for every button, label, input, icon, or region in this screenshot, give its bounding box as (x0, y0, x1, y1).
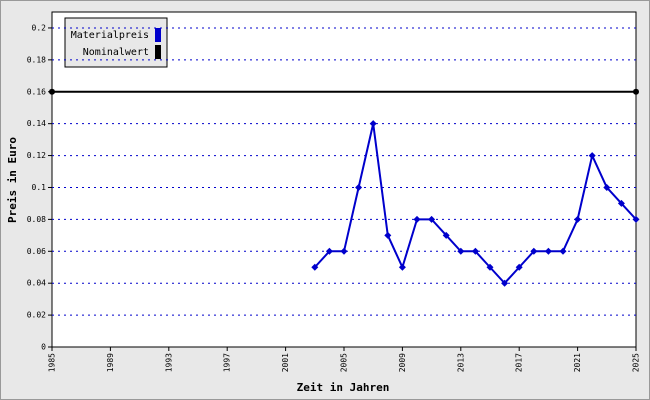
marker (617, 199, 625, 207)
y-tick-label: 0.14 (27, 119, 46, 128)
legend-swatch (155, 45, 161, 59)
x-tick-label: 2017 (515, 353, 524, 372)
legend-box (64, 17, 168, 68)
marker (49, 88, 55, 95)
y-tick-label: 0.08 (27, 215, 46, 224)
marker (501, 279, 509, 287)
marker (603, 183, 611, 191)
marker (574, 215, 582, 223)
marker (311, 263, 319, 271)
legend-label: Nominalwert (83, 47, 149, 58)
y-tick-label: 0.2 (32, 23, 47, 32)
y-axis-label: Preis in Euro (6, 137, 19, 223)
marker (442, 231, 450, 239)
x-axis-label: Zeit in Jahren (297, 381, 390, 394)
x-tick-label: 1989 (106, 353, 115, 372)
legend-label: Materialpreis (71, 30, 149, 41)
y-tick-label: 0.04 (27, 279, 46, 288)
marker (398, 263, 406, 271)
x-tick-label: 2009 (398, 353, 407, 372)
marker (530, 247, 538, 255)
x-tick-label: 2001 (281, 353, 290, 372)
marker (384, 231, 392, 239)
marker (588, 152, 596, 160)
legend-swatch (155, 28, 161, 42)
y-tick-label: 0.06 (27, 247, 46, 256)
marker (486, 263, 494, 271)
marker (559, 247, 567, 255)
x-tick-label: 1993 (164, 353, 173, 372)
marker (457, 247, 465, 255)
marker (632, 215, 640, 223)
marker (355, 183, 363, 191)
marker (428, 215, 436, 223)
y-tick-label: 0.12 (27, 151, 46, 160)
marker (325, 247, 333, 255)
y-tick-label: 0.1 (32, 183, 47, 192)
marker (340, 247, 348, 255)
marker (633, 88, 639, 95)
y-tick-label: 0.02 (27, 311, 46, 320)
marker (515, 263, 523, 271)
x-tick-label: 2021 (573, 353, 582, 372)
x-tick-label: 2025 (632, 353, 641, 372)
marker (544, 247, 552, 255)
y-tick-label: 0 (41, 343, 46, 352)
x-tick-label: 2013 (456, 353, 465, 372)
marker (369, 120, 377, 128)
x-tick-label: 1997 (223, 353, 232, 372)
x-tick-label: 2005 (340, 353, 349, 372)
plot-area (51, 11, 637, 348)
x-tick-label: 1985 (48, 353, 57, 372)
legend: Materialpreis Nominalwert (64, 17, 168, 68)
y-tick-label: 0.16 (27, 87, 46, 96)
y-tick-label: 0.18 (27, 55, 46, 64)
marker (413, 215, 421, 223)
marker (471, 247, 479, 255)
